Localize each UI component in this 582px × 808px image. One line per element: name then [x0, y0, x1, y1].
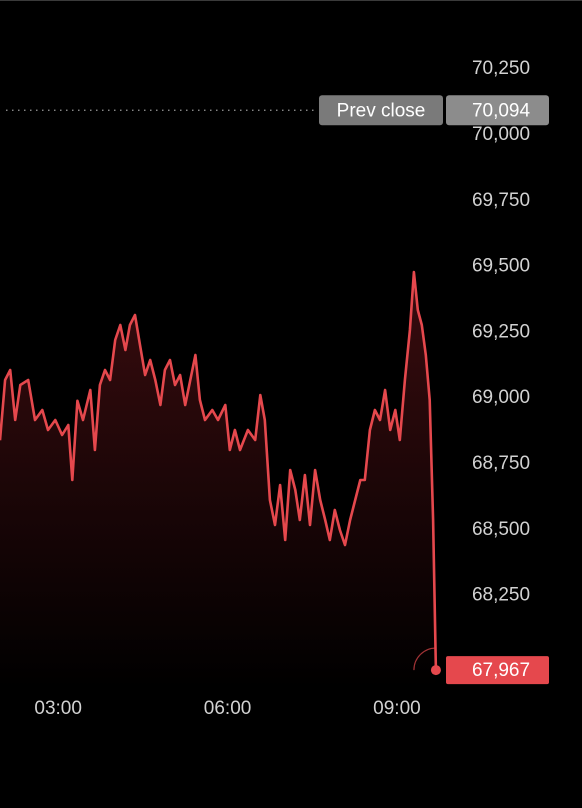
x-tick-label: 06:00: [204, 698, 252, 719]
price-line: [0, 270, 438, 671]
x-tick-label: 09:00: [373, 698, 421, 719]
last-price-value: 67,967: [472, 660, 530, 681]
y-tick-label: 70,250: [472, 58, 530, 79]
y-tick-label: 70,000: [472, 124, 530, 145]
x-tick-label: 03:00: [34, 698, 82, 719]
y-tick-label: 69,500: [472, 256, 530, 277]
y-tick-label: 69,750: [472, 190, 530, 211]
y-tick-label: 69,250: [472, 321, 530, 342]
prev-close-label: Prev close: [337, 100, 426, 121]
prev-close-value: 70,094: [472, 100, 531, 121]
pulse-ring: [413, 647, 436, 671]
last-price-tag: [446, 656, 549, 685]
prev-close-tag: [319, 95, 443, 126]
y-tick-label: 69,000: [472, 387, 530, 408]
y-tick-label: 68,250: [472, 585, 530, 606]
prev-close-value-tag: [446, 95, 549, 126]
last-point: [430, 665, 441, 676]
y-tick-label: 68,750: [472, 453, 530, 474]
area: [0, 272, 436, 688]
y-tick-label: 68,500: [472, 519, 530, 540]
